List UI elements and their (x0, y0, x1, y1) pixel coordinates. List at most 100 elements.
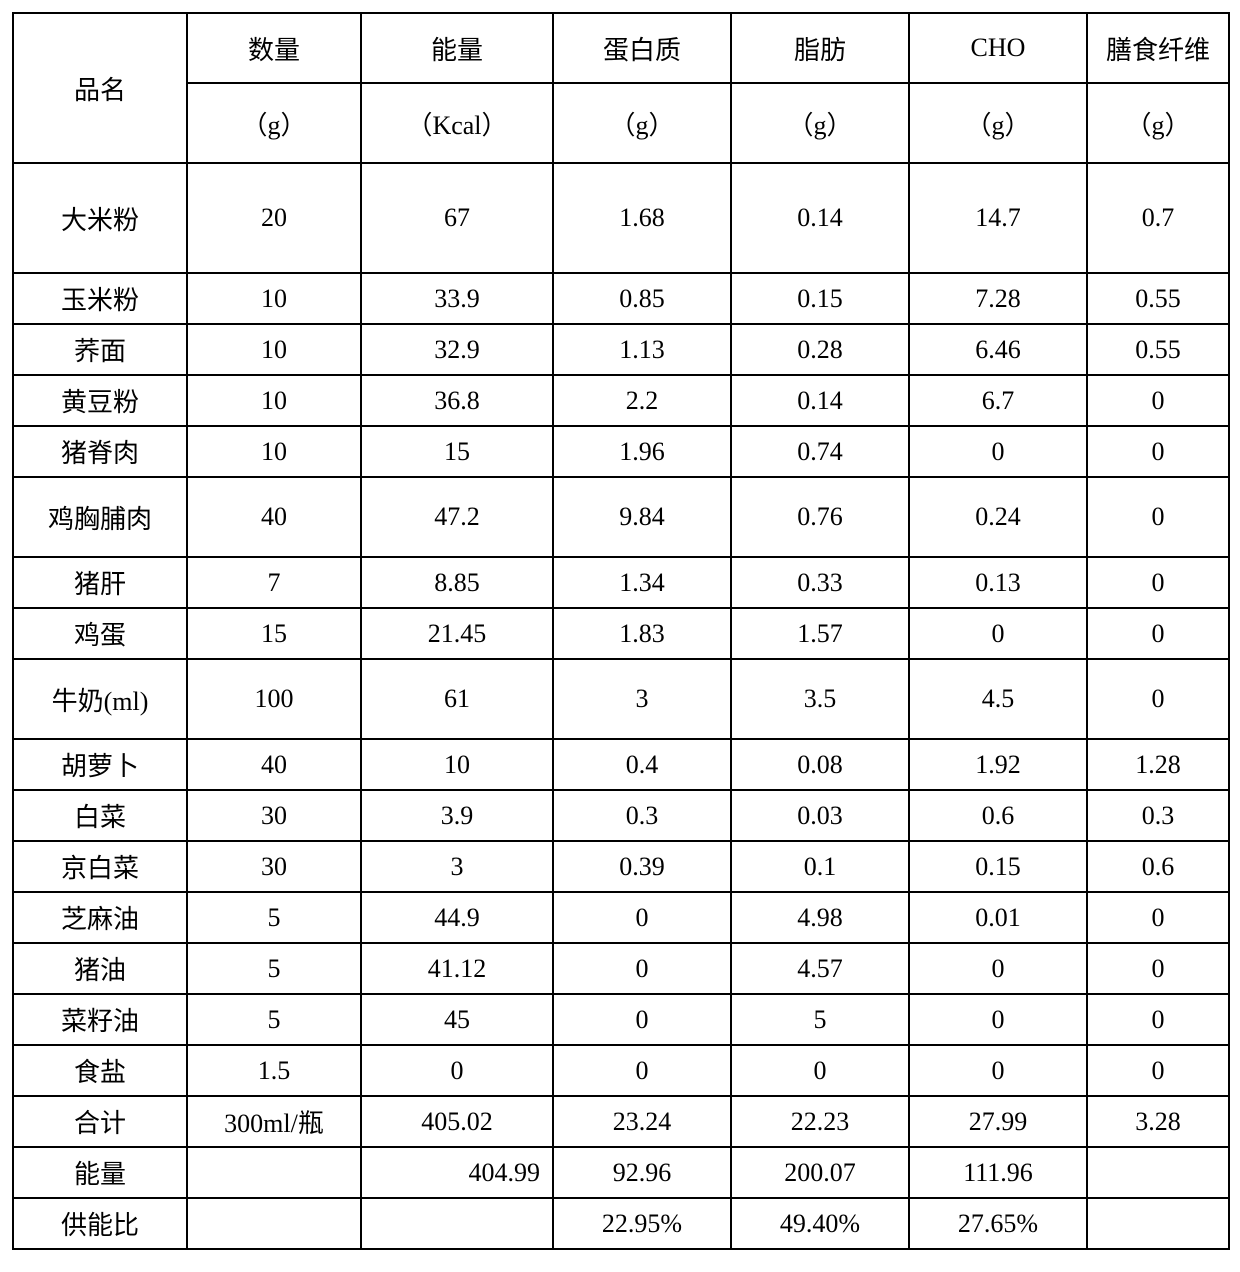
cell: 1.68 (553, 163, 731, 273)
header-cho-unit: （g） (909, 83, 1087, 163)
cell: 10 (361, 739, 553, 790)
cell: 0 (909, 994, 1087, 1045)
table-row: 能量404.9992.96200.07111.96 (13, 1147, 1229, 1198)
cell: 0.3 (553, 790, 731, 841)
cell: 0 (1087, 994, 1229, 1045)
cell: 0 (1087, 426, 1229, 477)
cell: 0.13 (909, 557, 1087, 608)
cell: 0.14 (731, 375, 909, 426)
cell: 3.5 (731, 659, 909, 739)
cell: 0.15 (909, 841, 1087, 892)
cell: 1.5 (187, 1045, 361, 1096)
table-header: 品名 数量 能量 蛋白质 脂肪 CHO 膳食纤维 （g） （Kcal） （g） … (13, 13, 1229, 163)
cell: 15 (361, 426, 553, 477)
cell: 27.99 (909, 1096, 1087, 1147)
row-name: 食盐 (13, 1045, 187, 1096)
cell: 404.99 (361, 1147, 553, 1198)
header-prot-unit: （g） (553, 83, 731, 163)
cell: 4.57 (731, 943, 909, 994)
table-row: 胡萝卜40100.40.081.921.28 (13, 739, 1229, 790)
cell: 3 (361, 841, 553, 892)
cell: 3.9 (361, 790, 553, 841)
cell: 6.46 (909, 324, 1087, 375)
cell: 0.7 (1087, 163, 1229, 273)
row-name: 菜籽油 (13, 994, 187, 1045)
cell: 44.9 (361, 892, 553, 943)
cell: 32.9 (361, 324, 553, 375)
cell: 10 (187, 375, 361, 426)
cell: 3.28 (1087, 1096, 1229, 1147)
header-qty-unit: （g） (187, 83, 361, 163)
table-row: 荞面1032.91.130.286.460.55 (13, 324, 1229, 375)
cell: 0 (909, 943, 1087, 994)
cell: 21.45 (361, 608, 553, 659)
cell: 0 (1087, 477, 1229, 557)
cell: 5 (187, 994, 361, 1045)
cell: 0.24 (909, 477, 1087, 557)
cell: 0 (909, 1045, 1087, 1096)
cell: 0 (553, 1045, 731, 1096)
cell: 10 (187, 324, 361, 375)
cell: 405.02 (361, 1096, 553, 1147)
table-row: 猪脊肉10151.960.7400 (13, 426, 1229, 477)
table-row: 玉米粉1033.90.850.157.280.55 (13, 273, 1229, 324)
cell: 4.98 (731, 892, 909, 943)
table-row: 合计300ml/瓶405.0223.2422.2327.993.28 (13, 1096, 1229, 1147)
cell: 47.2 (361, 477, 553, 557)
cell: 1.92 (909, 739, 1087, 790)
table-row: 猪肝78.851.340.330.130 (13, 557, 1229, 608)
cell: 0 (1087, 608, 1229, 659)
header-fiber-unit: （g） (1087, 83, 1229, 163)
cell: 300ml/瓶 (187, 1096, 361, 1147)
cell: 0.15 (731, 273, 909, 324)
cell: 45 (361, 994, 553, 1045)
header-fat-unit: （g） (731, 83, 909, 163)
table-row: 猪油541.1204.5700 (13, 943, 1229, 994)
cell: 0.08 (731, 739, 909, 790)
header-prot-label: 蛋白质 (553, 13, 731, 83)
table-row: 鸡蛋1521.451.831.5700 (13, 608, 1229, 659)
cell: 0.03 (731, 790, 909, 841)
cell (361, 1198, 553, 1249)
cell: 5 (731, 994, 909, 1045)
table-row: 白菜303.90.30.030.60.3 (13, 790, 1229, 841)
row-name: 猪脊肉 (13, 426, 187, 477)
row-name: 能量 (13, 1147, 187, 1198)
table-row: 大米粉20671.680.1414.70.7 (13, 163, 1229, 273)
cell: 0.74 (731, 426, 909, 477)
row-name: 玉米粉 (13, 273, 187, 324)
cell: 5 (187, 892, 361, 943)
table-row: 黄豆粉1036.82.20.146.70 (13, 375, 1229, 426)
cell: 0 (1087, 557, 1229, 608)
table-body: 大米粉20671.680.1414.70.7玉米粉1033.90.850.157… (13, 163, 1229, 1249)
cell: 0 (361, 1045, 553, 1096)
cell: 0.39 (553, 841, 731, 892)
cell: 40 (187, 477, 361, 557)
cell: 92.96 (553, 1147, 731, 1198)
cell (187, 1198, 361, 1249)
cell: 0.14 (731, 163, 909, 273)
header-fat-label: 脂肪 (731, 13, 909, 83)
cell: 0.85 (553, 273, 731, 324)
cell: 0.6 (1087, 841, 1229, 892)
cell: 0 (1087, 1045, 1229, 1096)
cell: 0.6 (909, 790, 1087, 841)
cell: 61 (361, 659, 553, 739)
cell: 14.7 (909, 163, 1087, 273)
cell: 1.96 (553, 426, 731, 477)
cell (1087, 1198, 1229, 1249)
cell: 9.84 (553, 477, 731, 557)
table-row: 供能比22.95%49.40%27.65% (13, 1198, 1229, 1249)
row-name: 京白菜 (13, 841, 187, 892)
cell: 30 (187, 841, 361, 892)
cell: 0.76 (731, 477, 909, 557)
row-name: 大米粉 (13, 163, 187, 273)
cell: 0 (909, 608, 1087, 659)
cell: 4.5 (909, 659, 1087, 739)
cell: 23.24 (553, 1096, 731, 1147)
header-cho-label: CHO (909, 13, 1087, 83)
cell: 0 (553, 892, 731, 943)
cell: 22.23 (731, 1096, 909, 1147)
row-name: 鸡蛋 (13, 608, 187, 659)
cell: 27.65% (909, 1198, 1087, 1249)
